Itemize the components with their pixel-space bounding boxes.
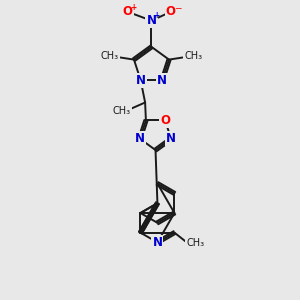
Text: CH₃: CH₃	[100, 51, 119, 61]
Text: −: −	[174, 3, 181, 12]
Text: +: +	[130, 3, 136, 12]
Text: N: N	[135, 132, 145, 145]
Text: CH₃: CH₃	[186, 238, 204, 248]
Text: O: O	[166, 5, 176, 18]
Text: +: +	[153, 11, 160, 20]
Text: CH₃: CH₃	[113, 106, 131, 116]
Text: N: N	[166, 132, 176, 145]
Text: O: O	[160, 114, 170, 127]
Text: N: N	[157, 74, 167, 87]
Text: N: N	[152, 236, 162, 249]
Text: CH₃: CH₃	[184, 51, 202, 61]
Text: O: O	[123, 5, 133, 18]
Text: N: N	[146, 14, 157, 27]
Text: N: N	[136, 74, 146, 87]
